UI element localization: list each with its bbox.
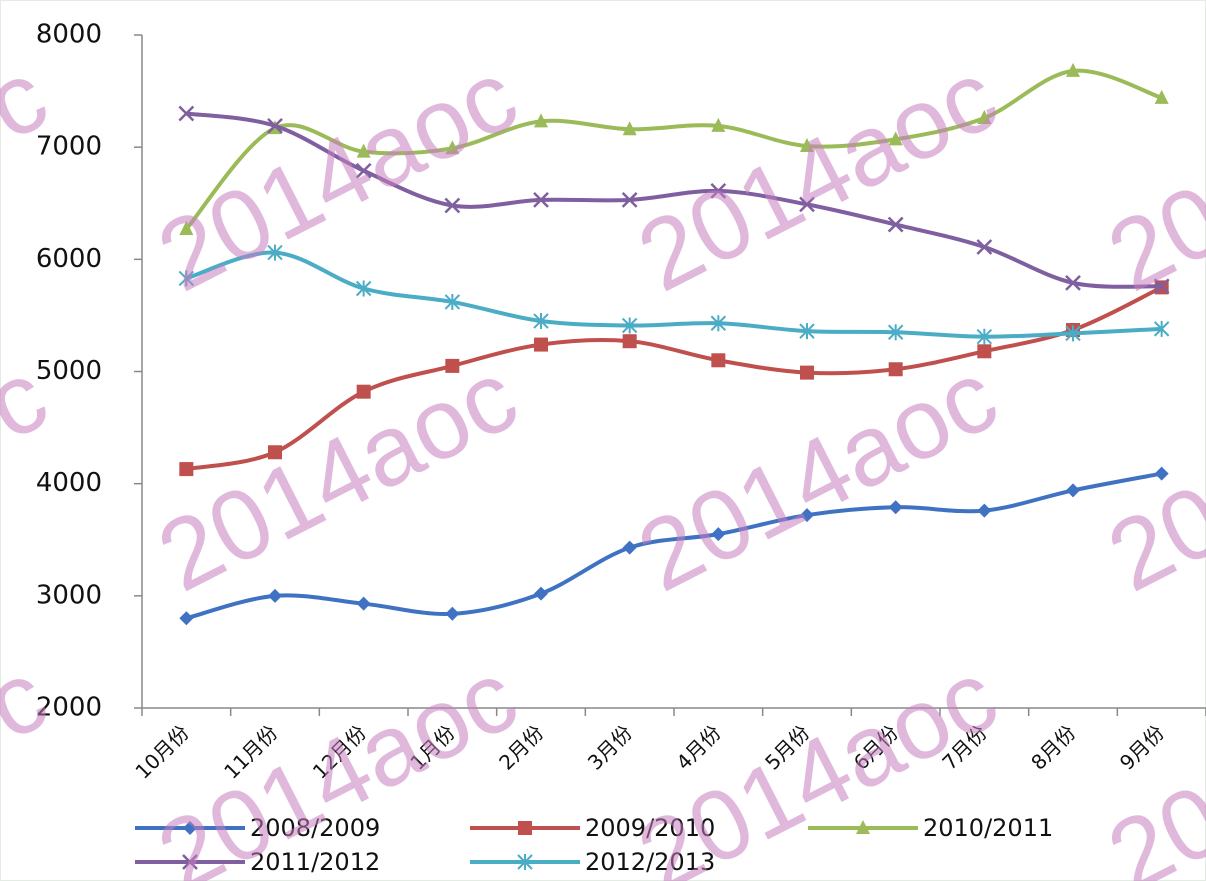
data-point bbox=[1066, 62, 1080, 77]
data-point bbox=[267, 244, 283, 261]
data-point bbox=[355, 162, 372, 179]
data-point bbox=[533, 313, 549, 330]
series-line bbox=[185, 250, 1162, 339]
data-point bbox=[1153, 320, 1170, 337]
data-point bbox=[445, 140, 460, 155]
data-point bbox=[799, 196, 815, 213]
data-point bbox=[622, 121, 637, 136]
data-point bbox=[534, 337, 548, 352]
legend-label: 2008/2009 bbox=[250, 814, 380, 842]
data-point bbox=[534, 586, 548, 601]
data-point bbox=[621, 317, 638, 334]
data-point bbox=[445, 606, 460, 621]
data-point bbox=[710, 315, 727, 332]
data-point bbox=[711, 527, 726, 542]
y-tick-label: 7000 bbox=[36, 132, 102, 162]
data-point bbox=[887, 324, 904, 341]
data-point bbox=[711, 353, 726, 368]
data-point bbox=[799, 323, 815, 340]
data-point bbox=[800, 365, 814, 380]
series-line bbox=[186, 111, 1162, 289]
legend-label: 2012/2013 bbox=[585, 848, 715, 876]
data-point bbox=[267, 117, 283, 134]
data-point bbox=[356, 596, 371, 611]
data-point bbox=[711, 117, 726, 132]
y-tick-label: 4000 bbox=[36, 468, 102, 498]
data-point bbox=[445, 358, 460, 373]
legend-marker bbox=[856, 820, 870, 834]
legend-marker bbox=[517, 854, 533, 870]
data-point bbox=[355, 280, 372, 297]
data-point bbox=[621, 192, 638, 208]
data-point bbox=[444, 197, 461, 214]
data-point bbox=[534, 113, 548, 128]
data-point bbox=[800, 508, 814, 523]
data-point bbox=[710, 183, 727, 199]
legend-marker bbox=[182, 854, 198, 870]
legend-label: 2011/2012 bbox=[250, 848, 380, 876]
data-point bbox=[1154, 466, 1169, 481]
data-point bbox=[179, 611, 194, 626]
data-point bbox=[887, 216, 904, 233]
data-point bbox=[977, 503, 992, 518]
data-point bbox=[1065, 275, 1081, 291]
legend-marker bbox=[183, 821, 197, 835]
data-point bbox=[976, 239, 993, 255]
data-point bbox=[178, 270, 195, 287]
data-point bbox=[888, 500, 903, 515]
data-point bbox=[1153, 278, 1170, 295]
data-point bbox=[179, 221, 194, 236]
legend-marker bbox=[518, 821, 532, 835]
data-point bbox=[533, 192, 549, 208]
data-point bbox=[268, 445, 282, 460]
data-point bbox=[1154, 89, 1169, 104]
y-tick-label: 6000 bbox=[36, 244, 102, 274]
series-line bbox=[185, 285, 1163, 472]
legend-label: 2010/2011 bbox=[923, 814, 1053, 842]
legend-label: 2009/2010 bbox=[585, 814, 715, 842]
y-tick-label: 5000 bbox=[36, 356, 102, 386]
series-line bbox=[184, 68, 1163, 231]
data-point bbox=[800, 138, 814, 153]
data-point bbox=[268, 588, 282, 603]
data-point bbox=[1065, 325, 1081, 342]
y-tick-label: 3000 bbox=[36, 580, 102, 610]
data-point bbox=[977, 110, 992, 125]
data-point bbox=[622, 540, 637, 555]
data-point bbox=[356, 384, 371, 399]
data-point bbox=[888, 362, 903, 377]
data-point bbox=[622, 334, 637, 349]
data-point bbox=[178, 105, 195, 122]
series-line bbox=[185, 471, 1163, 621]
y-tick-label: 2000 bbox=[36, 693, 102, 723]
y-tick-label: 8000 bbox=[36, 20, 102, 50]
data-point bbox=[444, 293, 461, 310]
data-point bbox=[976, 328, 993, 345]
data-point bbox=[977, 344, 992, 359]
data-point bbox=[1066, 483, 1080, 498]
data-point bbox=[356, 143, 371, 158]
data-point bbox=[179, 462, 194, 477]
data-point bbox=[888, 131, 903, 146]
